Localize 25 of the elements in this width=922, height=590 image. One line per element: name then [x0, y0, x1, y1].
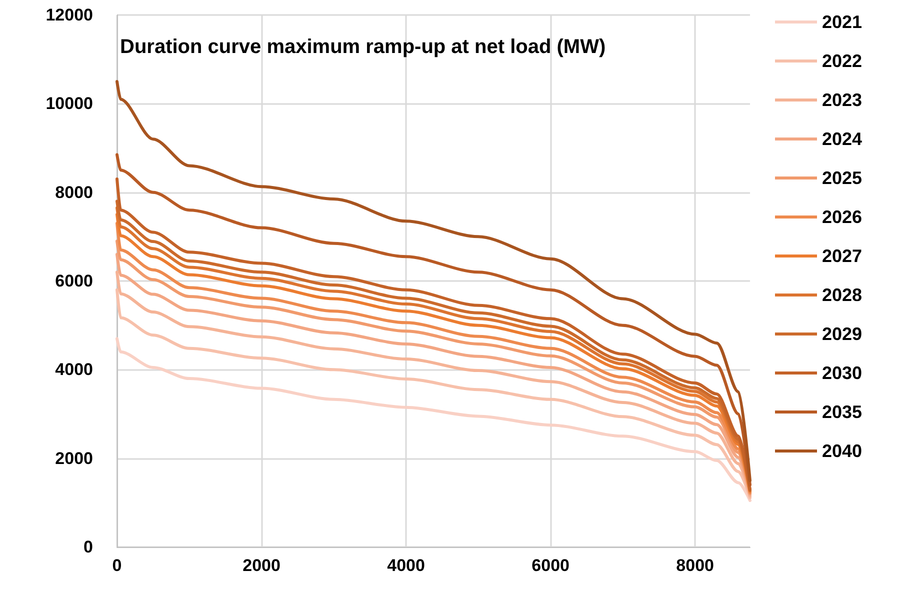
- legend-label: 2024: [822, 129, 862, 149]
- x-tick-label: 0: [112, 556, 122, 575]
- legend-label: 2023: [822, 90, 862, 110]
- x-tick-label: 2000: [242, 556, 280, 575]
- y-tick-label: 4000: [55, 360, 93, 380]
- x-tick-label: 6000: [532, 556, 570, 575]
- legend-label: 2021: [822, 12, 862, 32]
- text: Duration curve maximum ramp-up at net load (MW): [120, 36, 606, 58]
- legend-label: 2028: [822, 285, 862, 305]
- legend-label: 2027: [822, 246, 862, 266]
- y-tick-label: 6000: [55, 272, 93, 290]
- legend-label: 2029: [822, 324, 862, 344]
- legend-label: 2040: [822, 441, 862, 461]
- y-tick-label: 0: [84, 538, 93, 556]
- legend-label: 2030: [822, 363, 862, 383]
- x-tick-label: 8000: [676, 556, 714, 575]
- y-tick-label: 12000: [46, 6, 93, 24]
- legend-label: 2026: [822, 207, 862, 227]
- y-tick-label: 8000: [55, 182, 93, 202]
- y-tick-label: 2000: [55, 448, 93, 468]
- legend-label: 2025: [822, 168, 862, 188]
- x-tick-label: 4000: [387, 556, 425, 575]
- legend-label: 2035: [822, 402, 862, 422]
- legend-label: 2022: [822, 51, 862, 71]
- y-tick-label: 10000: [46, 94, 93, 114]
